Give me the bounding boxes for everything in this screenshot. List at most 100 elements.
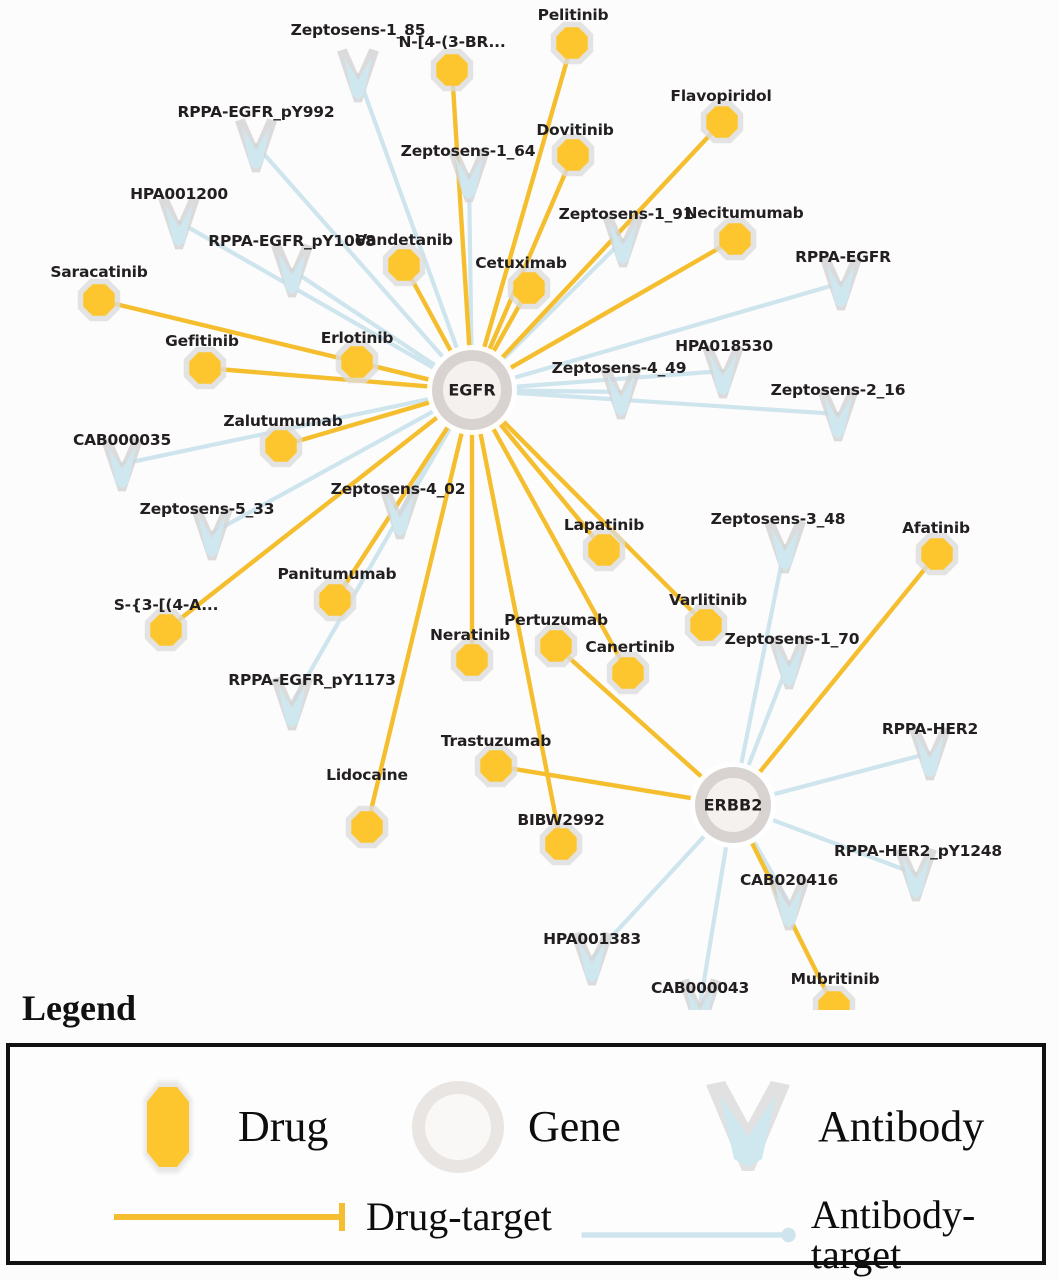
legend-item-drug[interactable]: Drug: [110, 1071, 328, 1183]
antibody-label-12: Zeptosens-4_02: [330, 480, 466, 498]
drug-label-6: Cetuximab: [475, 254, 567, 272]
antibody-node[interactable]: [609, 222, 637, 265]
antibody-target-edge: [289, 267, 443, 372]
gene-label-egfr: EGFR: [448, 380, 496, 400]
antibody-node[interactable]: [455, 157, 483, 200]
antibody-node-halo: [158, 195, 200, 250]
drug-target-edge: [364, 422, 466, 830]
drug-node[interactable]: [388, 249, 420, 281]
drug-node[interactable]: [513, 272, 545, 304]
antibody-node[interactable]: [709, 353, 737, 396]
antibody-node[interactable]: [386, 494, 414, 537]
legend-item-gene[interactable]: Gene: [400, 1071, 621, 1183]
legend-label-antibody: Antibody: [818, 1102, 985, 1151]
antibody-node[interactable]: [771, 528, 799, 571]
drug-node[interactable]: [818, 991, 850, 1010]
drug-node[interactable]: [545, 828, 577, 860]
antibody-target-edge: [506, 280, 844, 382]
drug-node[interactable]: [341, 346, 373, 378]
legend-title: Legend: [22, 988, 137, 1028]
antibody-node[interactable]: [902, 856, 930, 899]
antibody-label-20: CAB000043: [650, 979, 750, 997]
drug-target-edge: [449, 67, 472, 357]
drug-node[interactable]: [690, 609, 722, 641]
drug-target-edge: [484, 152, 576, 360]
antibody-target-edge: [496, 237, 626, 366]
drug-target-edge: [202, 365, 439, 390]
antibody-label-7: HPA018530: [675, 337, 773, 355]
antibody-node[interactable]: [278, 685, 306, 728]
legend-item-antibody[interactable]: Antibody: [690, 1071, 984, 1183]
drug-target-edge: [479, 40, 575, 358]
drug-node[interactable]: [319, 584, 351, 616]
antibody-node[interactable]: [916, 735, 944, 778]
gene-label-erbb2: ERBB2: [703, 795, 763, 815]
antibody-target-edge: [737, 543, 788, 772]
antibody-node[interactable]: [775, 644, 803, 687]
gene-ring-icon: [412, 1081, 504, 1173]
antibody-target-edge: [355, 72, 462, 357]
antibody-node[interactable]: [827, 265, 855, 308]
antibody-node[interactable]: [108, 446, 136, 489]
antibody-target-line-icon: [581, 1227, 796, 1243]
drug-target-edge: [278, 397, 440, 449]
drug-node[interactable]: [612, 657, 644, 689]
legend-edge-row: Drug-target Antibody-target: [10, 1187, 1042, 1275]
drug-target-edge: [501, 236, 738, 375]
drug-label-5: Vandetanib: [355, 231, 453, 249]
antibody-node[interactable]: [775, 885, 803, 928]
drug-label-2: Flavopiridol: [670, 87, 772, 105]
drug-label-19: Trastuzumab: [440, 732, 552, 750]
antibody-label-16: RPPA-HER2: [881, 720, 979, 738]
drug-node[interactable]: [706, 106, 738, 138]
legend: Legend Drug Gene: [0, 985, 1059, 1280]
antibody-node[interactable]: [344, 57, 372, 100]
drug-node[interactable]: [921, 538, 953, 570]
drug-node[interactable]: [351, 811, 383, 843]
drug-node[interactable]: [540, 630, 572, 662]
antibody-node-halo: [764, 519, 806, 574]
antibody-target-edge: [765, 750, 933, 798]
legend-shape-row: Drug Gene Antibody: [10, 1061, 1042, 1179]
antibody-node-halo: [101, 437, 143, 492]
drug-node[interactable]: [456, 644, 488, 676]
antibody-label-14: Zeptosens-1_70: [724, 630, 860, 648]
antibody-target-edge: [507, 388, 624, 395]
antibody-nodes-group: [101, 48, 951, 1010]
antibody-node[interactable]: [607, 374, 635, 417]
drug-label-13: Varlitinib: [668, 591, 748, 609]
antibody-target-edge: [744, 659, 792, 774]
drug-node[interactable]: [265, 430, 297, 462]
antibody-label-11: Zeptosens-5_33: [139, 500, 275, 518]
antibody-node[interactable]: [578, 940, 606, 983]
drug-label-1: Pelitinib: [537, 6, 609, 24]
legend-item-drug-target[interactable]: Drug-target: [110, 1195, 552, 1239]
legend-label-drug-target: Drug-target: [366, 1194, 552, 1239]
drug-node[interactable]: [436, 54, 468, 86]
drug-node[interactable]: [189, 352, 221, 384]
antibody-node[interactable]: [165, 204, 193, 247]
drug-node[interactable]: [480, 750, 512, 782]
antibody-label-5: RPPA-EGFR: [795, 248, 891, 266]
antibody-node-halo: [602, 213, 644, 268]
drug-node[interactable]: [719, 223, 751, 255]
drug-label-20: Lidocaine: [326, 766, 408, 784]
antibody-node[interactable]: [686, 987, 714, 1010]
antibody-node[interactable]: [824, 396, 852, 439]
drug-node[interactable]: [588, 534, 620, 566]
drug-label-7: Saracatinib: [50, 263, 148, 281]
drug-node[interactable]: [83, 284, 115, 316]
antibody-node[interactable]: [242, 127, 270, 170]
drug-node[interactable]: [556, 27, 588, 59]
antibody-node[interactable]: [198, 515, 226, 558]
antibody-node-halo: [600, 365, 642, 420]
drug-node[interactable]: [150, 614, 182, 646]
drug-target-edge: [487, 419, 631, 676]
drug-nodes-group: [77, 21, 959, 1010]
drug-target-edge: [752, 551, 940, 781]
antibody-target-edge: [764, 815, 919, 877]
antibody-label-6: RPPA-EGFR_pY1068: [208, 232, 376, 250]
drug-node[interactable]: [557, 139, 589, 171]
antibody-node[interactable]: [278, 252, 306, 295]
legend-item-antibody-target[interactable]: Antibody-target: [578, 1195, 1042, 1275]
